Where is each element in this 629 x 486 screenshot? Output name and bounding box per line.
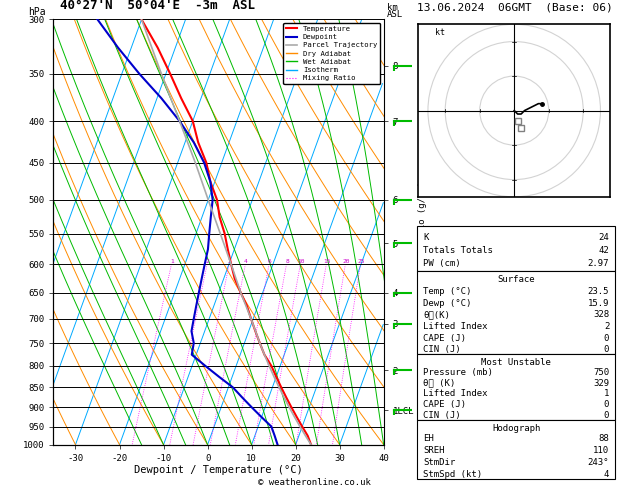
Text: Lifted Index: Lifted Index xyxy=(423,389,487,399)
Text: θᴇ (K): θᴇ (K) xyxy=(423,379,455,388)
Text: 3: 3 xyxy=(228,259,231,264)
Text: Temp (°C): Temp (°C) xyxy=(423,287,471,296)
Text: Dewp (°C): Dewp (°C) xyxy=(423,298,471,308)
Text: EH: EH xyxy=(423,434,434,443)
Text: 15: 15 xyxy=(323,259,331,264)
Text: hPa: hPa xyxy=(28,7,46,17)
Bar xyxy=(417,271,615,354)
Text: 1: 1 xyxy=(170,259,174,264)
Text: 13.06.2024  06GMT  (Base: 06): 13.06.2024 06GMT (Base: 06) xyxy=(417,2,613,12)
Text: 24: 24 xyxy=(598,233,610,242)
Text: CIN (J): CIN (J) xyxy=(423,345,460,354)
Text: 4: 4 xyxy=(604,469,610,479)
Text: 4: 4 xyxy=(244,259,248,264)
Text: Most Unstable: Most Unstable xyxy=(481,358,551,366)
Bar xyxy=(417,420,615,479)
Text: 20: 20 xyxy=(342,259,350,264)
Text: CAPE (J): CAPE (J) xyxy=(423,333,466,343)
Text: 42: 42 xyxy=(598,246,610,255)
Text: CIN (J): CIN (J) xyxy=(423,411,460,420)
Text: Hodograph: Hodograph xyxy=(492,424,540,433)
Text: Pressure (mb): Pressure (mb) xyxy=(423,368,493,377)
Text: 0: 0 xyxy=(604,333,610,343)
Text: 40°27'N  50°04'E  -3m  ASL: 40°27'N 50°04'E -3m ASL xyxy=(60,0,255,12)
Legend: Temperature, Dewpoint, Parcel Trajectory, Dry Adiabat, Wet Adiabat, Isotherm, Mi: Temperature, Dewpoint, Parcel Trajectory… xyxy=(283,23,380,84)
Text: 750: 750 xyxy=(593,368,610,377)
Text: 0: 0 xyxy=(604,400,610,409)
Text: 0: 0 xyxy=(604,345,610,354)
Text: 88: 88 xyxy=(598,434,610,443)
Bar xyxy=(417,226,615,271)
Text: km: km xyxy=(387,3,398,12)
Text: 2.97: 2.97 xyxy=(587,259,610,268)
Text: ASL: ASL xyxy=(387,10,403,19)
Text: SREH: SREH xyxy=(423,446,445,455)
Text: 2: 2 xyxy=(206,259,209,264)
Text: StmDir: StmDir xyxy=(423,458,455,467)
Text: 2: 2 xyxy=(604,322,610,331)
Text: 329: 329 xyxy=(593,379,610,388)
Text: 10: 10 xyxy=(297,259,304,264)
Text: StmSpd (kt): StmSpd (kt) xyxy=(423,469,482,479)
Text: CAPE (J): CAPE (J) xyxy=(423,400,466,409)
Text: 15.9: 15.9 xyxy=(587,298,610,308)
Text: 1: 1 xyxy=(604,389,610,399)
Text: 110: 110 xyxy=(593,446,610,455)
Text: 328: 328 xyxy=(593,310,610,319)
Text: kt: kt xyxy=(435,28,445,36)
Text: 25: 25 xyxy=(357,259,365,264)
Text: Lifted Index: Lifted Index xyxy=(423,322,487,331)
Text: 8: 8 xyxy=(285,259,289,264)
Text: 23.5: 23.5 xyxy=(587,287,610,296)
X-axis label: Dewpoint / Temperature (°C): Dewpoint / Temperature (°C) xyxy=(134,466,303,475)
Text: Surface: Surface xyxy=(498,275,535,284)
Y-axis label: Mixing Ratio (g/kg): Mixing Ratio (g/kg) xyxy=(418,181,427,283)
Text: Totals Totals: Totals Totals xyxy=(423,246,493,255)
Text: K: K xyxy=(423,233,428,242)
Text: PW (cm): PW (cm) xyxy=(423,259,460,268)
Text: θᴇ(K): θᴇ(K) xyxy=(423,310,450,319)
Text: © weatheronline.co.uk: © weatheronline.co.uk xyxy=(258,478,371,486)
Text: 6: 6 xyxy=(268,259,272,264)
Text: 243°: 243° xyxy=(587,458,610,467)
Bar xyxy=(417,354,615,420)
Text: 0: 0 xyxy=(604,411,610,420)
